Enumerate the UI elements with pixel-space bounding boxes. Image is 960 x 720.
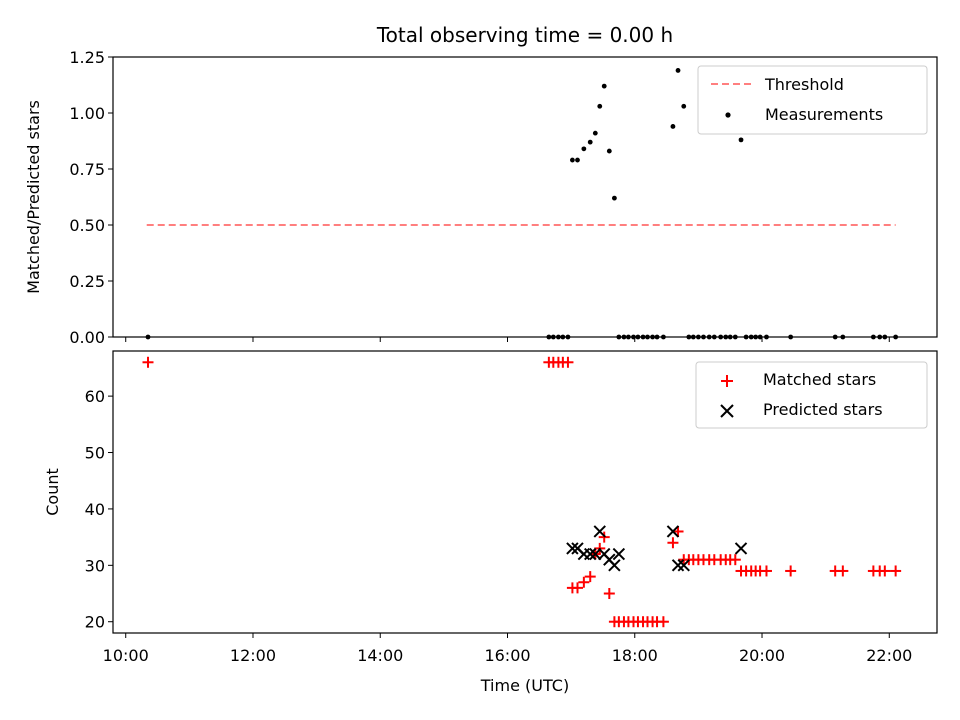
matched-star-marker <box>142 356 154 368</box>
predicted-star-marker <box>612 547 626 561</box>
x-tick-label: 20:00 <box>739 646 785 665</box>
top-y-axis-label: Matched/Predicted stars <box>24 100 43 294</box>
measurement-point <box>611 195 617 201</box>
matched-star-marker <box>562 356 574 368</box>
measurement-point <box>601 83 607 89</box>
measurement-point <box>675 68 681 73</box>
predicted-star-marker <box>566 542 579 555</box>
bottom-y-tick-label: 30 <box>85 556 105 575</box>
legend-predicted-label: Predicted stars <box>763 400 883 419</box>
x-tick-label: 16:00 <box>484 646 530 665</box>
measurement-point <box>587 139 593 145</box>
predicted-star-marker <box>608 559 621 572</box>
top-y-tick-label: 0.50 <box>69 216 105 235</box>
matched-star-marker <box>890 565 902 577</box>
x-tick-label: 12:00 <box>230 646 276 665</box>
measurement-point <box>606 148 612 154</box>
bottom-y-tick-label: 50 <box>85 444 105 463</box>
bottom-legend: Matched stars Predicted stars <box>695 361 928 429</box>
bottom-y-tick-label: 60 <box>85 387 105 406</box>
top-y-tick-label: 0.75 <box>69 160 105 179</box>
x-tick-label: 10:00 <box>103 646 149 665</box>
legend-predicted-swatch <box>720 404 734 418</box>
predicted-star-marker <box>589 547 602 561</box>
bottom-y-axis-label: Count <box>43 468 62 516</box>
matched-star-marker <box>603 588 615 600</box>
chart-title: Total observing time = 0.00 h <box>376 23 673 47</box>
measurement-point <box>670 124 676 129</box>
bottom-y-tick-label: 20 <box>85 613 105 632</box>
x-tick-label: 22:00 <box>866 646 912 665</box>
matched-star-marker <box>837 565 849 577</box>
matched-star-marker <box>785 565 797 577</box>
matched-star-marker <box>667 537 679 549</box>
bottom-y-ticks: 20 30 40 50 60 <box>85 387 113 632</box>
x-tick-label: 14:00 <box>357 646 403 665</box>
legend-measurements-swatch <box>725 112 731 118</box>
top-y-tick-label: 1.00 <box>69 104 105 123</box>
top-axes-frame <box>112 56 938 338</box>
bottom-plot-area <box>142 356 902 628</box>
top-panel: Total observing time = 0.00 h Matched/Pr… <box>24 23 938 347</box>
measurement-point <box>592 130 598 136</box>
measurement-point <box>581 146 587 152</box>
bottom-x-ticks: 10:00 12:00 14:00 16:00 18:00 20:00 22:00 <box>103 633 912 665</box>
measurement-point <box>570 157 575 163</box>
bottom-axes-frame <box>112 350 938 634</box>
x-tick-label: 18:00 <box>612 646 658 665</box>
predicted-star-marker <box>666 525 680 538</box>
bottom-panel: Count Time (UTC) 20 30 40 50 60 10:00 12:00 14… <box>43 350 938 695</box>
predicted-star-marker <box>593 525 606 538</box>
legend-threshold-label: Threshold <box>764 75 844 94</box>
matched-star-marker <box>672 525 684 537</box>
matched-star-marker <box>657 616 669 628</box>
top-y-ticks: 0.00 0.25 0.50 0.75 1.00 1.25 <box>69 48 113 347</box>
measurement-point <box>738 137 744 143</box>
x-axis-label: Time (UTC) <box>480 676 569 695</box>
measurement-point <box>597 103 603 109</box>
predicted-star-marker <box>584 547 597 561</box>
top-legend-box <box>697 65 928 135</box>
matched-star-marker <box>729 554 741 566</box>
measurement-point <box>681 103 687 109</box>
measurement-point <box>575 157 580 163</box>
predicted-star-marker <box>677 559 690 572</box>
predicted-star-marker <box>671 559 685 572</box>
matched-star-marker <box>879 565 891 577</box>
top-y-tick-label: 0.25 <box>69 272 105 291</box>
top-y-tick-label: 0.00 <box>69 328 105 347</box>
matched-star-marker <box>760 565 772 577</box>
legend-measurements-label: Measurements <box>765 105 883 124</box>
matched-star-marker <box>584 571 596 583</box>
top-legend: Threshold Measurements <box>697 65 928 135</box>
top-y-tick-label: 1.25 <box>69 48 105 67</box>
legend-matched-swatch <box>721 375 733 387</box>
bottom-legend-box <box>695 361 928 429</box>
legend-matched-label: Matched stars <box>763 370 876 389</box>
bottom-y-tick-label: 40 <box>85 500 105 519</box>
predicted-star-marker <box>734 542 748 555</box>
matched-star-marker <box>578 576 590 588</box>
matched-star-marker <box>571 582 583 594</box>
